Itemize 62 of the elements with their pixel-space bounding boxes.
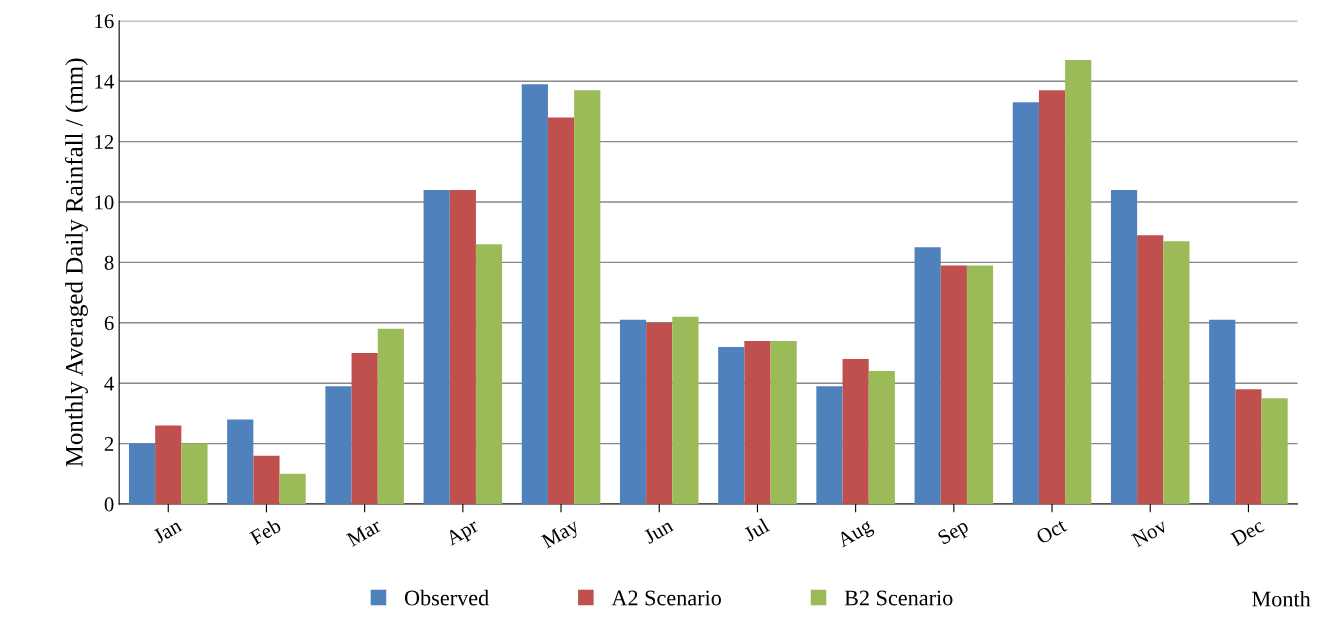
x-tick-label: Jul [742, 517, 771, 542]
x-tick-label: Mar [345, 517, 383, 547]
x-tick-label: Sep [937, 518, 972, 549]
bar [1209, 319, 1236, 504]
x-tick-label: Apr [444, 517, 482, 550]
x-tick-label: Feb [248, 517, 282, 546]
bar [868, 371, 895, 504]
x-tick-label: Aug [835, 517, 876, 552]
legend-label: Observed [404, 589, 489, 606]
bar [253, 455, 280, 504]
x-axis-title: Month [1252, 590, 1311, 607]
bar [227, 419, 254, 504]
y-tick-label: 16 [95, 14, 114, 29]
y-tick-label: 2 [104, 437, 114, 451]
bar [619, 319, 647, 504]
x-tick-label: May [540, 517, 583, 553]
x-tick-label: Jan [152, 518, 183, 544]
bar [1065, 60, 1092, 504]
bar [155, 425, 182, 504]
bar [475, 244, 503, 504]
y-axis-title: Monthly Averaged Daily Rainfall / (mm) [64, 58, 88, 467]
bar [128, 443, 156, 504]
bar [377, 328, 404, 504]
x-tick-label: Dec [1230, 518, 1265, 547]
bar [1137, 235, 1164, 504]
y-tick-label: 4 [104, 376, 114, 391]
bar [574, 90, 601, 504]
legend-label: A2 Scenario [611, 590, 722, 606]
bar [842, 359, 869, 504]
bar [547, 117, 575, 504]
bar [279, 473, 306, 504]
bar [940, 265, 967, 504]
y-tick-label: 0 [104, 497, 114, 512]
y-tick-label: 10 [95, 195, 114, 210]
bar [1235, 389, 1262, 504]
bar [646, 322, 673, 504]
bar [351, 353, 378, 504]
y-tick-label: 12 [95, 135, 114, 149]
legend-label: B2 Scenario [844, 590, 953, 606]
bar [672, 316, 699, 504]
x-tick-label: Jun [642, 518, 675, 545]
bar [1038, 90, 1066, 504]
bar [1110, 189, 1138, 504]
y-tick-label: 8 [104, 255, 114, 270]
bar [325, 386, 352, 504]
bar [718, 346, 745, 504]
x-tick-label: Nov [1130, 517, 1169, 548]
bar [1012, 102, 1039, 504]
bar [1163, 241, 1190, 504]
bar [744, 340, 771, 504]
bar [423, 189, 450, 504]
bar [521, 84, 548, 504]
bar [770, 340, 797, 504]
bar [181, 443, 208, 504]
bar [966, 265, 994, 504]
bar [914, 247, 941, 504]
y-tick-label: 14 [95, 74, 114, 89]
bar [449, 189, 476, 504]
x-tick-label: Oct [1035, 517, 1068, 545]
bar [816, 386, 843, 504]
y-tick-label: 6 [104, 316, 114, 331]
bar [1261, 398, 1288, 504]
